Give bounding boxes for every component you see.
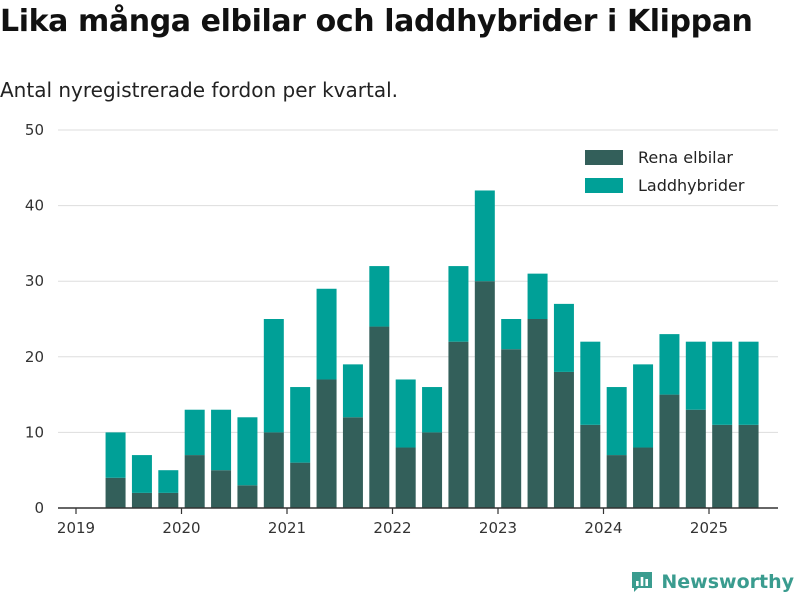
bar-laddhybrider xyxy=(712,341,733,425)
y-tick-label: 30 xyxy=(25,272,44,290)
y-axis-ticks: 0 10 20 30 40 50 xyxy=(25,121,44,517)
y-tick-label: 0 xyxy=(34,499,44,517)
bar-laddhybrider xyxy=(237,417,258,486)
bar-rena-elbilar xyxy=(290,462,311,508)
bar-laddhybrider xyxy=(501,319,522,350)
legend-swatch xyxy=(585,178,623,193)
x-tick-label: 2019 xyxy=(57,519,95,537)
y-tick-label: 20 xyxy=(25,348,44,366)
bar-rena-elbilar xyxy=(659,394,680,508)
bar-rena-elbilar xyxy=(685,409,706,508)
bar-rena-elbilar xyxy=(527,319,548,508)
bar-laddhybrider xyxy=(422,387,443,433)
bar-rena-elbilar xyxy=(105,477,126,508)
bar-laddhybrider xyxy=(184,409,205,456)
bar-laddhybrider xyxy=(738,341,759,425)
bar-laddhybrider xyxy=(527,273,548,319)
bar-rena-elbilar xyxy=(474,281,495,508)
bar-rena-elbilar xyxy=(738,424,759,508)
x-tick-label: 2020 xyxy=(162,519,200,537)
bar-laddhybrider xyxy=(474,190,495,282)
bar-rena-elbilar xyxy=(237,485,258,508)
bar-laddhybrider xyxy=(211,409,232,471)
x-tick-label: 2023 xyxy=(479,519,517,537)
bars xyxy=(105,190,759,508)
bar-rena-elbilar xyxy=(501,349,522,508)
legend-label: Rena elbilar xyxy=(638,148,733,167)
x-tick-label: 2021 xyxy=(268,519,306,537)
bar-rena-elbilar xyxy=(158,492,179,508)
newsworthy-logo-icon xyxy=(632,572,653,592)
bar-laddhybrider xyxy=(369,266,390,327)
x-tick-label: 2024 xyxy=(584,519,622,537)
bar-rena-elbilar xyxy=(184,455,205,508)
bar-rena-elbilar xyxy=(606,455,627,508)
bar-rena-elbilar xyxy=(395,447,416,508)
bar-rena-elbilar xyxy=(580,424,601,508)
bar-laddhybrider xyxy=(290,387,311,463)
bar-laddhybrider xyxy=(342,364,363,418)
bar-rena-elbilar xyxy=(342,417,363,508)
bar-laddhybrider xyxy=(105,432,126,478)
y-tick-label: 50 xyxy=(25,121,44,139)
bar-laddhybrider xyxy=(316,288,337,380)
x-axis-ticks: 2019 2020 2021 2022 2023 2024 2025 xyxy=(57,508,728,537)
bar-laddhybrider xyxy=(553,303,574,372)
bar-laddhybrider xyxy=(448,266,469,342)
bar-laddhybrider xyxy=(685,341,706,410)
bar-rena-elbilar xyxy=(131,492,152,508)
bar-laddhybrider xyxy=(158,470,179,493)
bar-rena-elbilar xyxy=(316,379,337,508)
bar-rena-elbilar xyxy=(369,326,390,508)
x-tick-label: 2022 xyxy=(373,519,411,537)
y-tick-label: 40 xyxy=(25,197,44,215)
legend-swatch xyxy=(585,150,623,165)
bar-laddhybrider xyxy=(580,341,601,425)
bar-rena-elbilar xyxy=(422,432,443,508)
bar-rena-elbilar xyxy=(712,424,733,508)
legend: Rena elbilar Laddhybrider xyxy=(585,148,745,195)
chart-subtitle: Antal nyregistrerade fordon per kvartal. xyxy=(0,78,399,102)
bar-laddhybrider xyxy=(263,319,284,433)
bar-rena-elbilar xyxy=(448,341,469,508)
bar-laddhybrider xyxy=(395,379,416,448)
bar-rena-elbilar xyxy=(211,470,232,508)
brand-name: Newsworthy xyxy=(661,571,794,593)
x-tick-label: 2025 xyxy=(690,519,728,537)
bar-rena-elbilar xyxy=(633,447,654,508)
bar-laddhybrider xyxy=(131,455,152,493)
bar-rena-elbilar xyxy=(263,432,284,508)
chart-title: Lika många elbilar och laddhybrider i Kl… xyxy=(0,4,753,39)
legend-label: Laddhybrider xyxy=(638,176,745,195)
gridlines xyxy=(58,129,778,433)
bar-laddhybrider xyxy=(606,387,627,456)
bar-rena-elbilar xyxy=(553,371,574,508)
brand-logo: Newsworthy xyxy=(630,570,794,594)
y-tick-label: 10 xyxy=(25,423,44,441)
bar-laddhybrider xyxy=(633,364,654,448)
bar-laddhybrider xyxy=(659,334,680,395)
